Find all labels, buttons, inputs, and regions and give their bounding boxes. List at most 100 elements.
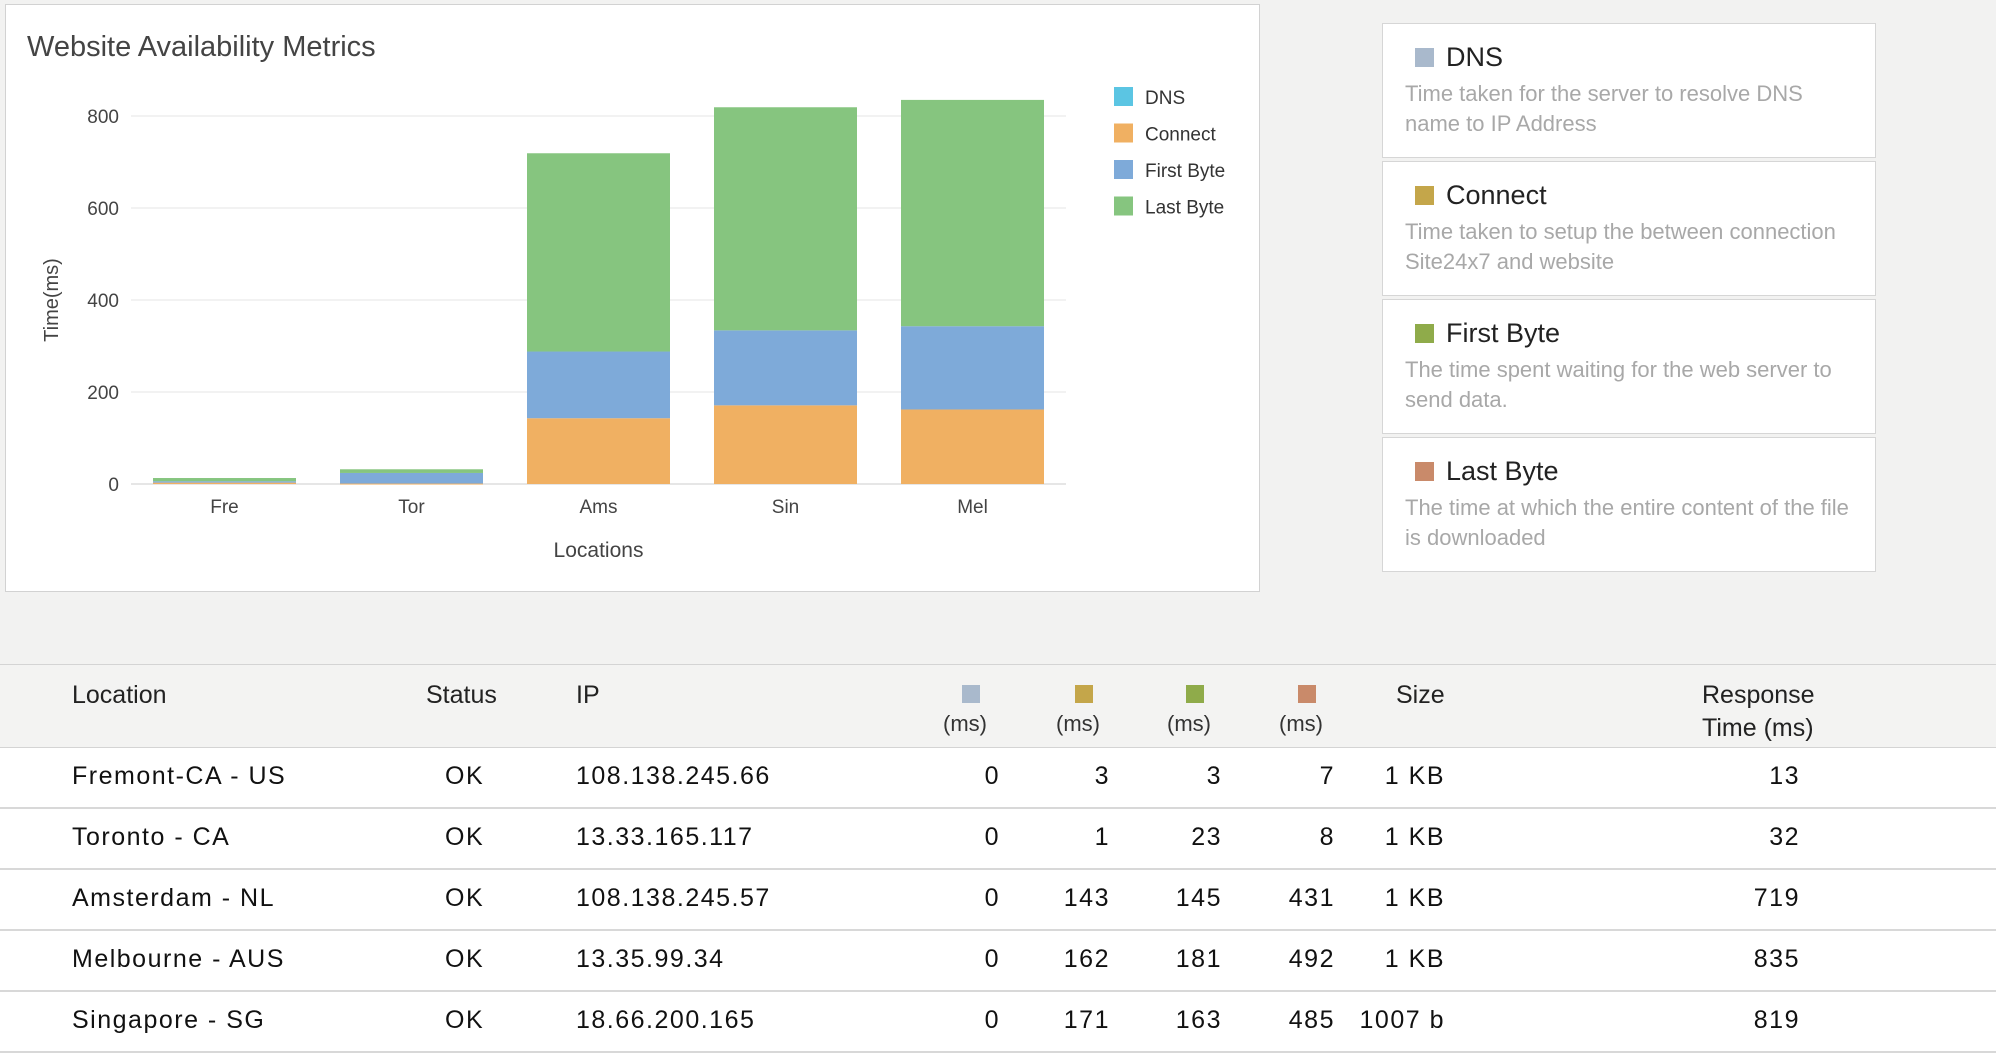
cell-last-byte: 431: [1288, 884, 1335, 912]
cell-status: OK: [445, 945, 485, 973]
legend-swatch: [1114, 87, 1133, 106]
y-tick-label: 600: [87, 199, 119, 220]
cell-status: OK: [445, 1006, 485, 1034]
cell-first-byte: 23: [1191, 823, 1222, 851]
dns-color-swatch: [1415, 48, 1434, 67]
cell-last-byte: 485: [1288, 1006, 1335, 1034]
x-tick-label: Fre: [210, 497, 239, 518]
legend-box-connect: Connect Time taken to setup the between …: [1382, 161, 1876, 296]
legend-swatch: [1114, 196, 1133, 216]
header-dns-ms[interactable]: (ms): [943, 711, 987, 736]
legend-box-title: DNS: [1446, 42, 1504, 72]
cell-response-time: 32: [1769, 823, 1800, 851]
legend-label: First Byte: [1145, 161, 1225, 182]
header-response-line2: Time (ms): [1702, 714, 1814, 742]
cell-dns: 0: [984, 823, 1000, 851]
y-tick-label: 200: [87, 383, 119, 404]
cell-connect: 171: [1063, 1006, 1110, 1034]
bar-segment: [153, 481, 296, 483]
cell-ip: 18.66.200.165: [576, 1006, 756, 1034]
cell-size: 1 KB: [1384, 884, 1445, 912]
cell-location: Fremont-CA - US: [72, 762, 287, 790]
cell-status: OK: [445, 884, 485, 912]
header-size[interactable]: Size: [1396, 681, 1445, 709]
cell-connect: 1: [1094, 823, 1110, 851]
x-tick-label: Mel: [957, 497, 988, 518]
bar-segment: [153, 482, 296, 484]
first-byte-header-swatch: [1186, 685, 1204, 703]
y-tick-label: 0: [108, 475, 119, 496]
legend-box-title: First Byte: [1446, 318, 1561, 348]
legend-box-description: Time taken for the server to resolve DNS…: [1405, 81, 1803, 136]
bar-segment: [901, 326, 1044, 410]
y-tick-label: 800: [87, 107, 119, 128]
cell-size: 1 KB: [1384, 823, 1445, 851]
table-row: Fremont-CA - US OK 108.138.245.66 0 3 3 …: [0, 748, 1996, 809]
legend-box-title: Last Byte: [1446, 456, 1559, 486]
cell-location: Singapore - SG: [72, 1006, 266, 1034]
legend-label: DNS: [1145, 88, 1185, 109]
stacked-bar-chart: 0 200 400 600 800 Time(ms) Fre Tor Ams Sin Mel Loca…: [41, 87, 1225, 562]
bar-segment: [340, 472, 483, 484]
legend-box-first-byte: First Byte The time spent waiting for th…: [1382, 299, 1876, 434]
cell-ip: 13.33.165.117: [576, 823, 754, 851]
legend-box-description: Time taken to setup the between connecti…: [1405, 219, 1836, 274]
bar-segment: [714, 107, 857, 331]
cell-last-byte: 492: [1288, 945, 1335, 973]
x-axis-label: Locations: [554, 539, 644, 562]
legend-box-dns: DNS Time taken for the server to resolve…: [1382, 23, 1876, 158]
bar-segment: [901, 99, 1044, 327]
header-status[interactable]: Status: [426, 681, 497, 709]
table-row: Singapore - SG OK 18.66.200.165 0 171 16…: [0, 992, 1996, 1053]
cell-dns: 0: [984, 884, 1000, 912]
cell-response-time: 835: [1753, 945, 1800, 973]
cell-location: Amsterdam - NL: [72, 884, 275, 912]
bar-segment: [153, 478, 296, 482]
table-header: Location Status IP (ms) (ms) (ms) (ms) S…: [0, 665, 1996, 748]
cell-size: 1 KB: [1384, 762, 1445, 790]
table-row: Toronto - CA OK 13.33.165.117 0 1 23 8 1…: [0, 809, 1996, 870]
header-response-time[interactable]: Response Time (ms): [1702, 681, 1815, 743]
cell-last-byte: 8: [1319, 823, 1335, 851]
metric-legend-panel: DNS Time taken for the server to resolve…: [1382, 23, 1876, 575]
y-tick-label: 400: [87, 291, 119, 312]
cell-ip: 108.138.245.66: [576, 762, 771, 790]
cell-connect: 3: [1094, 762, 1110, 790]
bar-segment: [527, 153, 670, 352]
header-ip[interactable]: IP: [576, 681, 600, 709]
header-last-byte-ms[interactable]: (ms): [1279, 711, 1323, 736]
cell-dns: 0: [984, 762, 1000, 790]
first-byte-color-swatch: [1415, 324, 1434, 343]
bar-segment: [340, 483, 483, 485]
legend-box-title: Connect: [1446, 180, 1547, 210]
header-location[interactable]: Location: [72, 681, 167, 709]
cell-response-time: 13: [1769, 762, 1800, 790]
y-axis-label: Time(ms): [41, 258, 63, 342]
chart-title: Website Availability Metrics: [27, 31, 376, 63]
legend-box-description: The time spent waiting for the web serve…: [1405, 357, 1832, 412]
bar-segment: [714, 330, 857, 406]
connect-header-swatch: [1075, 685, 1093, 703]
legend-box-last-byte: Last Byte The time at which the entire c…: [1382, 437, 1876, 572]
cell-first-byte: 163: [1175, 1006, 1222, 1034]
legend-swatch: [1114, 160, 1133, 179]
cell-first-byte: 181: [1175, 945, 1222, 973]
header-connect-ms[interactable]: (ms): [1056, 711, 1100, 736]
bar-segment: [714, 405, 857, 484]
cell-ip: 13.35.99.34: [576, 945, 725, 973]
cell-size: 1 KB: [1384, 945, 1445, 973]
location-metrics-table: Location Status IP (ms) (ms) (ms) (ms) S…: [0, 664, 1996, 1053]
bar-segment: [340, 469, 483, 473]
cell-dns: 0: [984, 945, 1000, 973]
legend-label: Connect: [1145, 125, 1216, 146]
cell-last-byte: 7: [1319, 762, 1335, 790]
legend-box-description: The time at which the entire content of …: [1405, 495, 1849, 550]
table-row: Amsterdam - NL OK 108.138.245.57 0 143 1…: [0, 870, 1996, 931]
x-tick-label: Tor: [398, 497, 425, 518]
header-first-byte-ms[interactable]: (ms): [1167, 711, 1211, 736]
cell-response-time: 719: [1753, 884, 1800, 912]
header-response-line1: Response: [1702, 681, 1815, 709]
cell-size: 1007 b: [1359, 1006, 1445, 1034]
cell-ip: 108.138.245.57: [576, 884, 771, 912]
cell-status: OK: [445, 823, 485, 851]
